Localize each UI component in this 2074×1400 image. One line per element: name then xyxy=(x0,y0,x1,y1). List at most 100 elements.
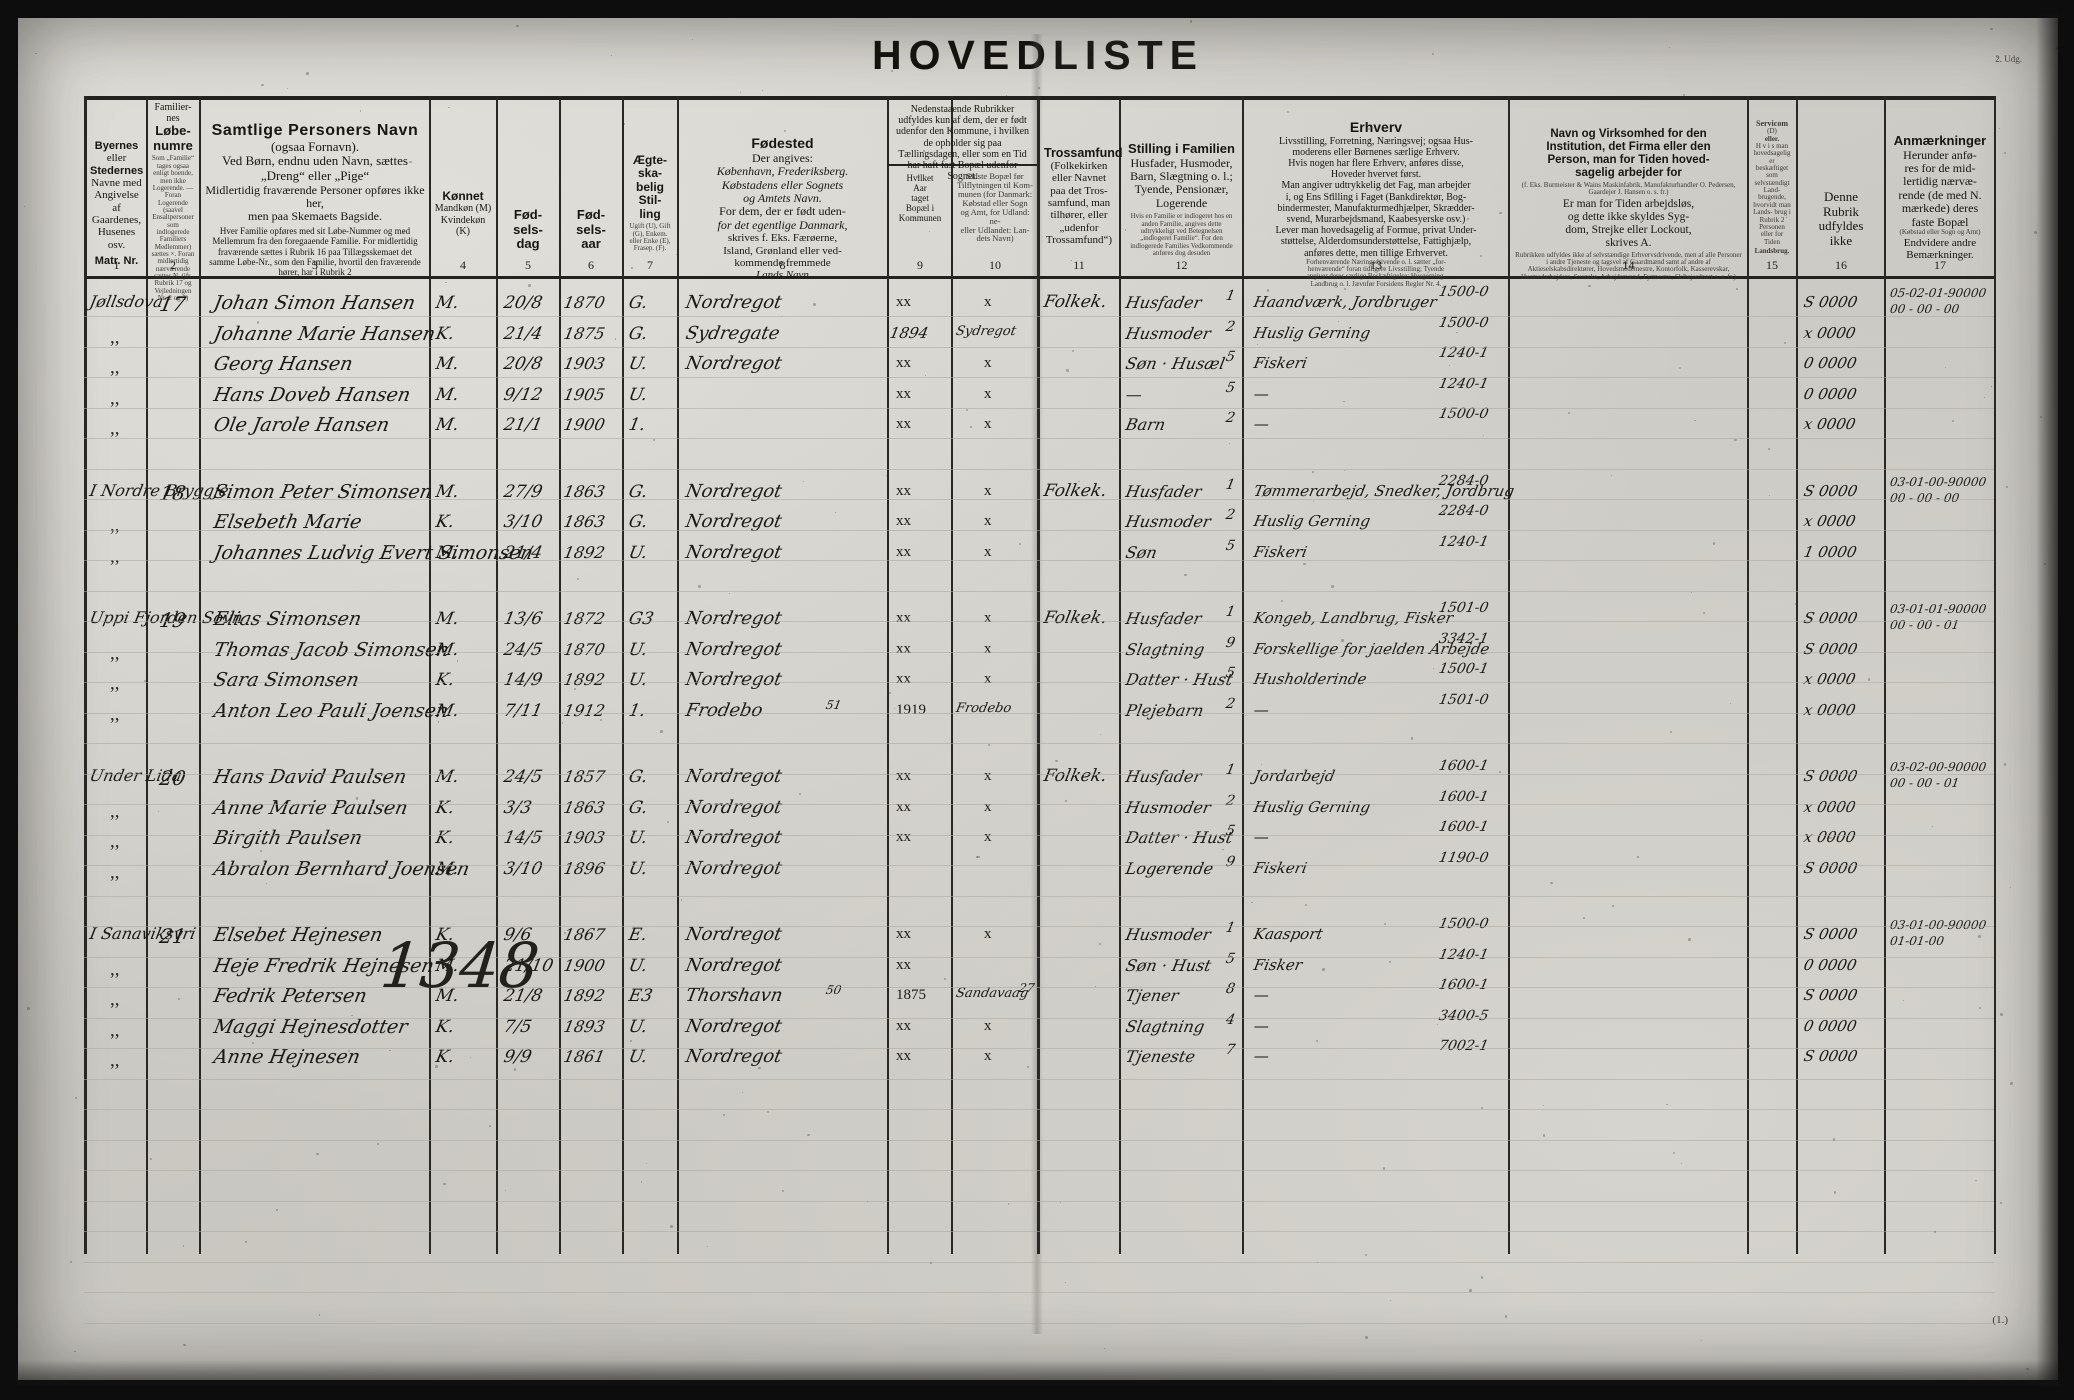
person-role-no: 2 xyxy=(1224,319,1236,335)
colhead-4-fine: Mandkøn (M) Kvindekøn (K) xyxy=(434,203,492,237)
row-rule xyxy=(84,1079,1994,1080)
colhead-14-l1: Navn og Virksomhed for den xyxy=(1515,128,1742,141)
col-sep-13 xyxy=(1242,96,1244,1254)
person-col9-mark: xx xyxy=(896,1048,911,1065)
colhead-1-l7: Husenes osv. xyxy=(90,226,143,251)
scan-speck xyxy=(1331,585,1333,587)
colhead-8-l3: København, Frederiksberg. xyxy=(683,165,882,178)
person-occupation: Kongeb, Landbrug, Fisker xyxy=(1252,609,1454,627)
scan-speck xyxy=(443,1183,445,1185)
row-rule xyxy=(84,1048,1994,1049)
person-col9-mark: xx xyxy=(896,386,911,403)
scan-speck xyxy=(1390,1300,1391,1301)
person-sex: K. xyxy=(434,1047,456,1067)
scan-speck xyxy=(344,521,345,522)
person-role-no: 2 xyxy=(1224,507,1236,523)
scan-speck xyxy=(1990,28,1992,30)
ditto-mark: ,, xyxy=(110,327,120,349)
person-occupation: Fisker xyxy=(1252,956,1304,974)
scan-speck xyxy=(183,1344,186,1347)
colhead-16-l3: udfyldes xyxy=(1803,219,1879,234)
household-trossamfund: Folkek. xyxy=(1042,608,1108,628)
colhead-14-fine1: (f. Eks. Burmeister & Wains Maskinfabrik… xyxy=(1515,182,1742,197)
person-name: Sara Simonsen xyxy=(212,669,361,691)
scan-speck xyxy=(306,72,309,75)
colnum-3: 3 xyxy=(202,258,428,273)
person-occupation: Huslig Gerning xyxy=(1252,798,1372,816)
person-role-no: 9 xyxy=(1224,635,1236,651)
scan-speck xyxy=(1499,212,1501,214)
scan-speck xyxy=(1341,639,1344,642)
scan-speck xyxy=(1734,439,1736,441)
colnum-2: 2 xyxy=(148,258,198,273)
colhead-12-l2: Husfader, Husmoder, xyxy=(1126,157,1237,170)
scan-speck xyxy=(532,674,533,675)
person-col9-mark: xx xyxy=(896,1018,911,1035)
person-col15: 0 0000 xyxy=(1802,385,1858,403)
scan-edge-left xyxy=(0,0,18,1400)
person-occupation: Fiskeri xyxy=(1252,543,1308,561)
scan-speck xyxy=(2004,152,2006,154)
person-erhverv-code: 3342-1 xyxy=(1437,631,1489,647)
person-marital: U. xyxy=(627,1017,649,1037)
scan-speck xyxy=(1316,1040,1318,1042)
scan-speck xyxy=(1481,1276,1483,1278)
person-sex: K. xyxy=(434,324,456,344)
colhead-11: Trossamfund (Folkekirken eller Navnet pa… xyxy=(1041,144,1117,248)
scan-speck xyxy=(929,231,930,232)
person-marital: U. xyxy=(627,670,649,690)
person-role: Husmoder xyxy=(1124,324,1212,343)
colhead-12-l1: Stilling i Familien xyxy=(1126,142,1237,157)
row-rule xyxy=(84,1140,1994,1141)
colhead-11-l2: (Folkekirken xyxy=(1044,160,1114,172)
row-rule xyxy=(84,926,1994,927)
person-birthyear: 1892 xyxy=(562,670,606,689)
household-trossamfund: Folkek. xyxy=(1042,766,1108,786)
colhead-14-l3: Person, man for Tiden hoved- xyxy=(1515,154,1742,167)
colhead-11-l4: paa det Tros- xyxy=(1044,185,1114,197)
scan-speck xyxy=(1055,760,1058,763)
scan-speck xyxy=(485,959,486,960)
person-role: — xyxy=(1124,385,1144,404)
scan-speck xyxy=(1313,501,1314,502)
person-col15: x 0000 xyxy=(1802,670,1857,688)
person-role: Husfader xyxy=(1124,767,1203,786)
person-birthday: 14/9 xyxy=(502,670,544,690)
household-family-no: 20 xyxy=(158,766,188,790)
person-col10-mark: x xyxy=(984,1018,992,1035)
colhead-4: Kønnet Mandkøn (M) Kvindekøn (K) xyxy=(431,188,495,239)
person-role-no: 1 xyxy=(1224,604,1236,620)
person-occupation: Jordarbejd xyxy=(1252,767,1336,785)
colhead-8-l7: for det egentlige Danmark, xyxy=(683,219,882,232)
scan-speck xyxy=(1027,1066,1029,1068)
colhead-5-l2: sels- xyxy=(501,223,555,238)
census-table: Byernes eller Stedernes Navne med Angive… xyxy=(84,96,1996,1254)
ditto-mark: ,, xyxy=(110,515,120,537)
person-name: Fedrik Petersen xyxy=(212,985,369,1007)
scan-speck xyxy=(1071,260,1072,261)
row-rule xyxy=(84,896,1994,897)
ditto-mark: ,, xyxy=(110,673,120,695)
person-col15: S 0000 xyxy=(1802,859,1859,877)
person-name: Anne Marie Paulsen xyxy=(212,797,410,819)
row-rule xyxy=(84,1170,1994,1171)
person-erhverv-code: 2284-0 xyxy=(1437,473,1489,489)
row-rule xyxy=(84,987,1994,988)
scan-speck xyxy=(260,850,262,852)
person-birthyear: 1912 xyxy=(562,701,606,720)
scan-speck xyxy=(1568,412,1570,414)
person-birthplace: Nordregot xyxy=(684,1016,784,1037)
person-col15: x 0000 xyxy=(1802,324,1857,342)
colhead-8-l9: Island, Grønland eller ved- xyxy=(683,245,882,257)
person-erhverv-code: 1500-0 xyxy=(1437,916,1489,932)
rule-top xyxy=(84,96,1996,100)
scan-speck xyxy=(1583,917,1585,919)
colhead-13-l2: Livsstilling, Forretning, Næringsvej; og… xyxy=(1249,136,1503,147)
person-sex: K. xyxy=(434,1017,456,1037)
scan-speck xyxy=(1095,986,1096,987)
person-col15: x 0000 xyxy=(1802,701,1857,719)
scan-speck xyxy=(1713,542,1715,544)
ditto-mark: ,, xyxy=(110,388,120,410)
person-col10-mark: x xyxy=(984,799,992,816)
scan-speck xyxy=(1411,737,1413,739)
